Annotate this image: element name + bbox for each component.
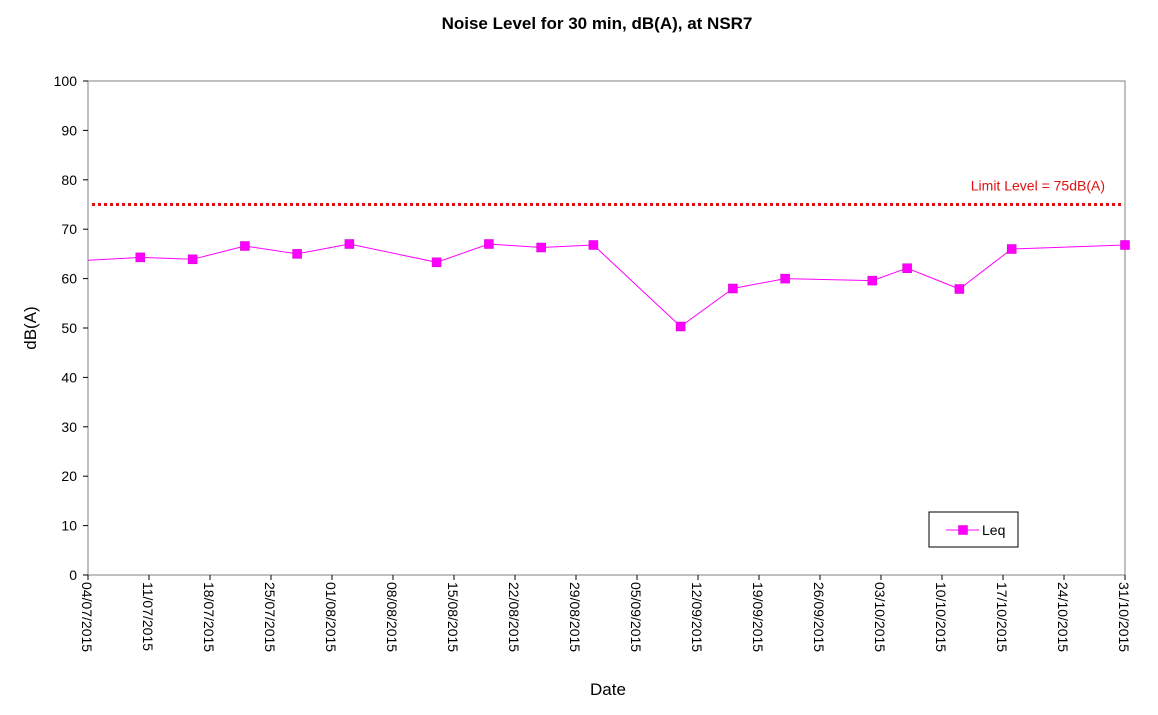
y-tick-label: 100 [54,73,78,89]
data-point [1006,244,1017,254]
y-tick-label: 80 [61,172,77,188]
data-point [484,239,494,249]
legend-label-leq: Leq [982,522,1005,538]
data-point [135,252,146,263]
y-tick-label: 20 [61,468,77,484]
x-tick-label: 01/08/2015 [323,582,339,652]
x-tick-label: 15/08/2015 [445,582,461,652]
data-point [588,240,599,250]
x-tick-label: 29/08/2015 [567,582,583,652]
x-tick-label: 22/08/2015 [506,582,522,652]
data-point [954,284,965,294]
limit-line-group: Limit Level = 75dB(A) [92,178,1123,206]
x-tick-label: 11/07/2015 [140,582,156,651]
y-tick-label: 60 [61,271,77,287]
x-tick-label: 19/09/2015 [750,582,766,652]
x-tick-label: 24/10/2015 [1055,582,1071,652]
x-tick-label: 12/09/2015 [689,582,705,652]
chart-title: Noise Level for 30 min, dB(A), at NSR7 [442,14,753,33]
x-tick-label: 17/10/2015 [994,582,1010,652]
data-point [240,241,250,251]
x-axis: 04/07/2015 11/07/2015 18/07/2015 25/07/2015… [79,575,1132,652]
data-point [536,242,546,253]
data-point [675,321,686,332]
plot-area [87,80,1126,576]
x-tick-label: 04/07/2015 [79,582,95,652]
data-point [780,273,790,284]
x-tick-label: 08/08/2015 [384,582,400,652]
x-tick-label: 18/07/2015 [201,582,217,652]
y-axis: 0 10 20 30 40 50 60 70 80 90 100 [54,73,88,583]
y-tick-label: 0 [69,567,77,583]
data-point [431,257,442,268]
x-tick-label: 26/09/2015 [811,582,827,652]
data-point [292,249,302,259]
data-point [902,263,912,273]
x-tick-label: 10/10/2015 [933,582,949,652]
legend: Leq [928,511,1019,548]
legend-marker [958,525,968,535]
x-axis-title: Date [590,680,626,699]
series-line-leq [87,243,1126,328]
y-tick-label: 70 [61,221,77,237]
data-point [728,283,738,294]
x-tick-label: 05/09/2015 [628,582,644,652]
y-tick-label: 50 [61,320,77,336]
y-axis-title: dB(A) [21,306,40,349]
data-point [187,254,198,265]
x-tick-label: 25/07/2015 [262,582,278,652]
data-point [344,239,355,249]
series-group [87,239,1130,332]
y-tick-label: 90 [61,122,77,138]
x-tick-label: 03/10/2015 [872,582,888,652]
data-point [867,275,878,286]
y-tick-label: 10 [61,518,77,534]
data-point [1120,240,1130,250]
x-tick-label: 31/10/2015 [1116,582,1132,652]
limit-label: Limit Level = 75dB(A) [971,178,1105,194]
y-tick-label: 40 [61,369,77,385]
y-tick-label: 30 [61,419,77,435]
